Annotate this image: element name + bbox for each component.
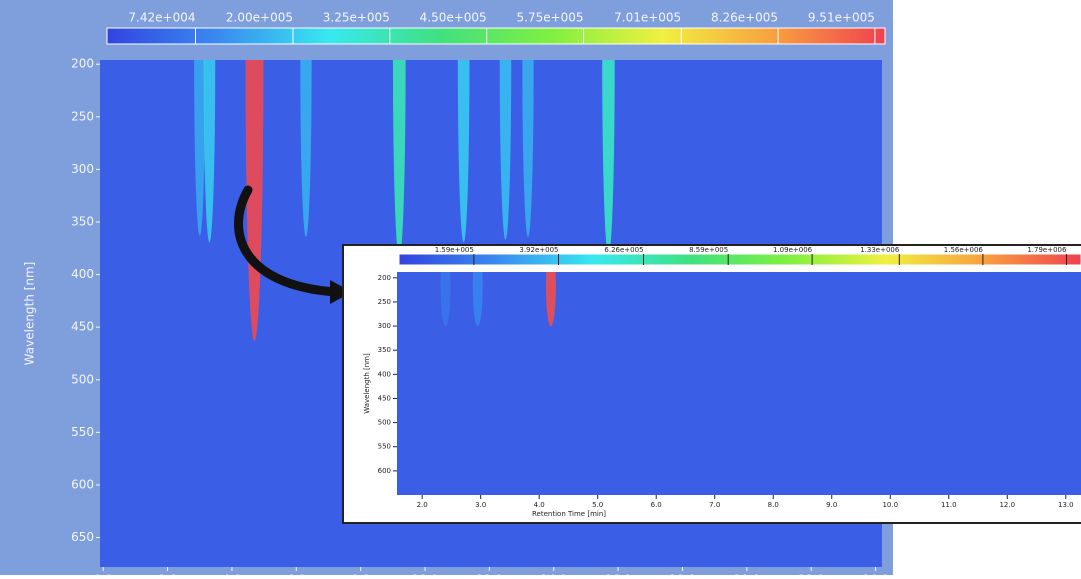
inset-chart: 1.59e+005 3.92e+005 6.26e+005 8.59e+005 1.09… [363, 246, 1081, 518]
y-tick-label: 450 [378, 394, 391, 402]
y-tick-label: 550 [71, 425, 94, 439]
colorbar-tick-label: 1.33e+006 [860, 246, 900, 254]
x-tick-label: 10.0 [882, 501, 898, 509]
peak [499, 60, 512, 240]
peak [194, 60, 206, 236]
y-tick-label: 400 [378, 370, 391, 378]
y-tick-label: 250 [378, 298, 391, 306]
peak [392, 60, 406, 259]
y-tick-label: 550 [378, 443, 391, 451]
plot-background [397, 272, 1081, 495]
colorbar-tick-label: 1.79e+006 [1027, 246, 1067, 254]
peak [440, 272, 451, 327]
x-tick-label: 7.0 [709, 501, 720, 509]
y-tick-label: 200 [378, 274, 391, 282]
y-tick-label: 400 [71, 267, 94, 281]
colorbar [106, 27, 886, 45]
x-tick-label: 6.0 [651, 501, 662, 509]
x-tick-label: 3.0 [475, 501, 486, 509]
colorbar-tick-label: 3.25e+005 [323, 11, 390, 25]
colorbar-tick-label: 1.56e+006 [944, 246, 984, 254]
peak [602, 60, 615, 256]
colorbar-tick-label: 5.75e+005 [517, 11, 584, 25]
peak [457, 60, 470, 243]
x-tick-label: 11.0 [941, 501, 957, 509]
colorbar-tick-label: 2.00e+005 [226, 11, 293, 25]
colorbar-tick-label: 7.01e+005 [614, 11, 681, 25]
colorbar-tick-label: 3.92e+005 [519, 246, 558, 254]
colorbar-tick-label: 8.59e+005 [689, 246, 728, 254]
peak [300, 60, 312, 238]
peak [203, 60, 216, 243]
y-tick-label: 450 [71, 320, 94, 334]
colorbar [398, 253, 1081, 266]
x-tick-label: 4.0 [534, 501, 545, 509]
y-tick-label: 500 [378, 419, 391, 427]
peak [472, 272, 483, 327]
x-tick-label: 12.0 [999, 501, 1015, 509]
colorbar-tick-label: 1.59e+005 [435, 246, 474, 254]
colorbar-tick-label: 6.26e+005 [604, 246, 643, 254]
colorbar-tick-label: 1.09e+006 [773, 246, 813, 254]
y-tick-label: 250 [71, 109, 94, 123]
y-tick-label: 600 [378, 467, 391, 475]
y-tick-label: 300 [378, 322, 391, 330]
colorbar-tick-label: 9.51e+005 [808, 11, 875, 25]
y-tick-label: 500 [71, 372, 94, 386]
y-tick-label: 350 [378, 346, 391, 354]
x-tick-label: 13.0 [1058, 501, 1074, 509]
arrow-head [330, 280, 352, 304]
x-tick-label: 9.0 [826, 501, 837, 509]
peak [545, 272, 556, 327]
x-tick-label: 8.0 [768, 501, 779, 509]
y-tick-label: 350 [71, 214, 94, 228]
colorbar-tick-label: 4.50e+005 [420, 11, 487, 25]
x-tick-label: 5.0 [592, 501, 603, 509]
y-tick-label: 300 [71, 162, 94, 176]
x-axis-label: Retention Time [min] [532, 510, 606, 518]
colorbar-tick-label: 7.42e+004 [128, 11, 195, 25]
y-axis-label: Wavelength [nm] [363, 353, 371, 414]
arrow [234, 185, 340, 297]
y-tick-label: 600 [71, 477, 94, 491]
colorbar-tick-label: 8.26e+005 [711, 11, 778, 25]
peak [522, 60, 534, 238]
y-axis-label: Wavelength [nm] [23, 262, 37, 366]
y-tick-label: 650 [71, 530, 94, 544]
x-tick-label: 2.0 [417, 501, 428, 509]
y-tick-label: 200 [71, 57, 94, 71]
